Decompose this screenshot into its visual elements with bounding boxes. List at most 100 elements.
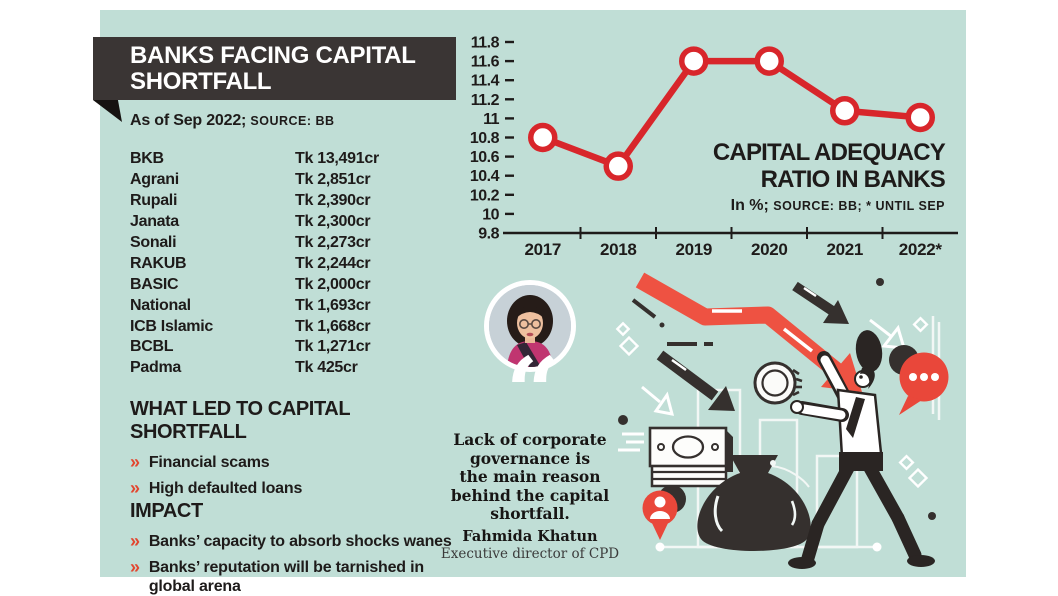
bank-name: BASIC bbox=[130, 275, 179, 293]
svg-text:10.2: 10.2 bbox=[470, 187, 500, 204]
as-of-line: As of Sep 2022; SOURCE: BB bbox=[130, 112, 335, 130]
bank-name: Janata bbox=[130, 213, 179, 231]
table-row: Rupali Tk 2,390cr bbox=[130, 191, 430, 212]
chart-title-line2: RATIO IN BANKS bbox=[760, 166, 946, 193]
table-row: Padma Tk 425cr bbox=[130, 358, 430, 379]
shortfall-amount: Tk 1,693cr bbox=[295, 296, 371, 314]
shortfall-amount: Tk 2,000cr bbox=[295, 275, 371, 293]
shortfall-amount: Tk 425cr bbox=[295, 359, 358, 377]
bank-name: Rupali bbox=[130, 192, 178, 210]
bank-name: RAKUB bbox=[130, 254, 187, 272]
svg-text:2018: 2018 bbox=[600, 240, 637, 259]
svg-text:11.6: 11.6 bbox=[471, 54, 500, 71]
list-item-text: Banks’ capacity to absorb shocks wanes bbox=[148, 533, 452, 550]
chevron-bullet-icon: » bbox=[130, 452, 140, 472]
downturn-illustration bbox=[615, 272, 949, 569]
list-item: » Banks’ capacity to absorb shocks wanes bbox=[130, 532, 470, 551]
svg-text:11.8: 11.8 bbox=[471, 35, 500, 52]
shortfall-table: BKB Tk 13,491cr Agrani Tk 2,851cr Rupali Tk 2… bbox=[130, 149, 430, 379]
chart-title-block: CAPITAL ADEQUACY RATIO IN BANKS In %; SO… bbox=[650, 139, 946, 215]
shortfall-amount: Tk 13,491cr bbox=[295, 150, 379, 168]
businessman-figure bbox=[788, 330, 935, 569]
black-arrow-icon bbox=[656, 350, 735, 411]
chevron-bullet-icon: » bbox=[130, 478, 140, 498]
svg-text:2019: 2019 bbox=[675, 240, 712, 259]
impact-section: IMPACT » Banks’ capacity to absorb shocks… bbox=[130, 500, 470, 596]
table-row: RAKUB Tk 2,244cr bbox=[130, 253, 430, 274]
table-row: Agrani Tk 2,851cr bbox=[130, 170, 430, 191]
black-arrow-icon bbox=[792, 281, 849, 324]
chevron-bullet-icon: » bbox=[130, 531, 140, 551]
table-row: ICB Islamic Tk 1,668cr bbox=[130, 316, 430, 337]
svg-text:11.2: 11.2 bbox=[471, 92, 500, 109]
avatar bbox=[484, 280, 576, 372]
outline-arrow-icon bbox=[869, 318, 907, 350]
bank-name: Sonali bbox=[130, 234, 177, 251]
svg-text:9.8: 9.8 bbox=[478, 226, 499, 243]
bank-name: Padma bbox=[130, 359, 181, 377]
svg-text:10.8: 10.8 bbox=[470, 130, 500, 147]
chart-title-line1: CAPITAL ADEQUACY bbox=[712, 139, 946, 166]
quote-author-title: Executive director of CPD bbox=[440, 546, 620, 562]
source-text: SOURCE: BB bbox=[250, 114, 335, 128]
table-row: BKB Tk 13,491cr bbox=[130, 149, 430, 170]
shortfall-amount: Tk 2,244cr bbox=[295, 254, 371, 272]
dot-specks bbox=[618, 278, 936, 520]
shortfall-amount: Tk 2,300cr bbox=[295, 213, 371, 231]
svg-text:10.4: 10.4 bbox=[470, 168, 500, 185]
list-item: » Financial scams bbox=[130, 453, 470, 472]
money-bag-icon bbox=[697, 455, 811, 551]
shortfall-amount: Tk 2,851cr bbox=[295, 171, 371, 189]
svg-text:2017: 2017 bbox=[524, 240, 561, 259]
dash-marks bbox=[631, 298, 713, 346]
quote-author: Fahmida Khatun bbox=[462, 528, 598, 545]
shortfall-amount: Tk 1,271cr bbox=[295, 338, 371, 356]
table-row: Sonali Tk 2,273cr bbox=[130, 233, 430, 254]
svg-text:11: 11 bbox=[483, 111, 500, 128]
bank-name: National bbox=[130, 296, 191, 314]
quote-mark-icon: “ bbox=[505, 337, 561, 448]
chart-source-text: SOURCE: BB; * UNTIL SEP bbox=[773, 199, 945, 213]
table-row: National Tk 1,693cr bbox=[130, 295, 430, 316]
chart-subtitle: In %; SOURCE: BB; * UNTIL SEP bbox=[650, 197, 945, 215]
svg-text:2020: 2020 bbox=[751, 240, 788, 259]
outline-arrow-icon bbox=[641, 385, 675, 416]
list-item: » High defaulted loans bbox=[130, 479, 470, 498]
shortfall-amount: Tk 2,390cr bbox=[295, 192, 371, 210]
capital-adequacy-ratio-chart: 11.8 11.6 11.4 11.2 11 10.8 10.6 10.4 10.2 10 9.8 2… bbox=[470, 35, 958, 259]
portrait-illustration bbox=[489, 285, 571, 367]
diamond-specks bbox=[615, 316, 929, 489]
shortfall-amount: Tk 1,668cr bbox=[295, 317, 371, 335]
quote-text: Lack of corporate governance is the main… bbox=[450, 430, 610, 523]
speech-bubble-icon bbox=[889, 345, 949, 415]
chevron-bullet-icon: » bbox=[130, 557, 140, 577]
headline-ribbon: BANKS FACING CAPITAL SHORTFALL bbox=[93, 37, 456, 100]
page-title: BANKS FACING CAPITAL SHORTFALL bbox=[130, 42, 416, 95]
causes-list: » Financial scams » High defaulted loans bbox=[130, 453, 470, 498]
chart-unit-text: In %; bbox=[730, 197, 774, 214]
svg-text:10: 10 bbox=[482, 206, 499, 223]
banknotes-icon bbox=[618, 426, 733, 488]
causes-section: WHAT LED TO CAPITAL SHORTFALL » Financial… bbox=[130, 398, 470, 505]
svg-text:10.6: 10.6 bbox=[470, 149, 500, 166]
table-row: BCBL Tk 1,271cr bbox=[130, 337, 430, 358]
coin-icon bbox=[753, 361, 803, 405]
causes-heading: WHAT LED TO CAPITAL SHORTFALL bbox=[130, 398, 350, 443]
svg-text:2021: 2021 bbox=[826, 240, 863, 259]
node-dot bbox=[872, 542, 882, 552]
bank-name: BKB bbox=[130, 150, 164, 168]
list-item-text: Financial scams bbox=[148, 454, 270, 471]
list-item: » Banks’ reputation will be tarnished in … bbox=[130, 558, 470, 596]
person-pin-icon bbox=[642, 485, 686, 552]
impact-heading: IMPACT bbox=[130, 500, 203, 522]
table-row: BASIC Tk 2,000cr bbox=[130, 274, 430, 295]
shortfall-amount: Tk 2,273cr bbox=[295, 234, 371, 251]
svg-text:2022*: 2022* bbox=[899, 240, 943, 259]
bank-name: Agrani bbox=[130, 171, 179, 189]
list-item-text: High defaulted loans bbox=[148, 480, 303, 497]
impact-list: » Banks’ capacity to absorb shocks wanes»… bbox=[130, 532, 470, 596]
bank-name: BCBL bbox=[130, 338, 174, 356]
svg-text:11.4: 11.4 bbox=[471, 73, 500, 90]
bank-name: ICB Islamic bbox=[130, 317, 213, 335]
table-row: Janata Tk 2,300cr bbox=[130, 212, 430, 233]
